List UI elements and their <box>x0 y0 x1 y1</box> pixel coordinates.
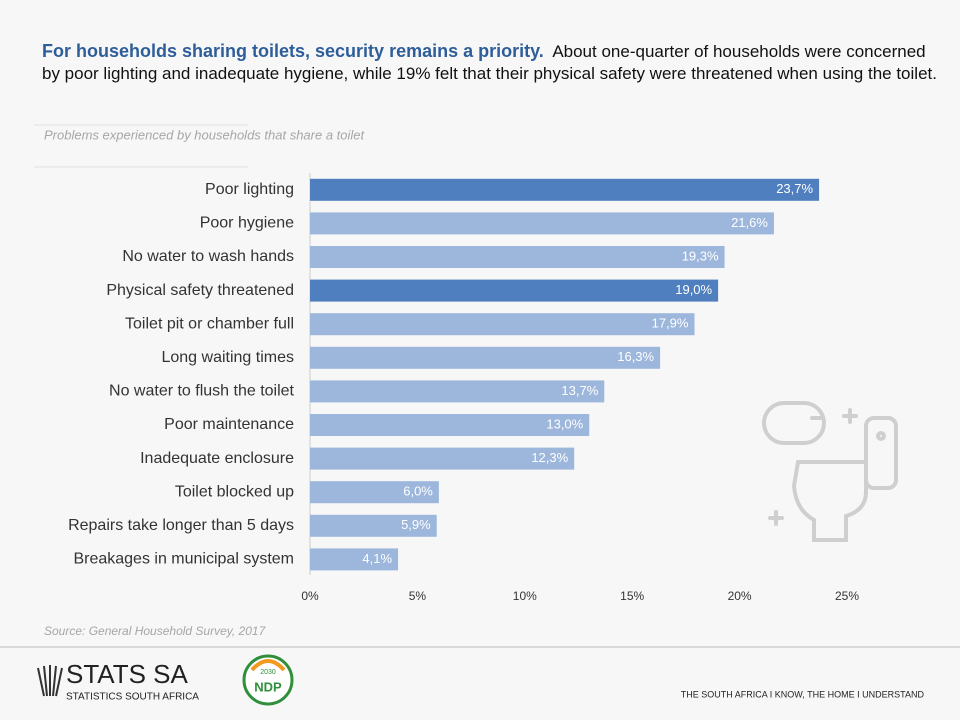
x-tick-label: 25% <box>835 589 859 603</box>
bar <box>310 313 695 336</box>
slogan: THE SOUTH AFRICA I KNOW, THE HOME I UNDE… <box>681 689 925 699</box>
value-label: 23,7% <box>776 181 813 196</box>
category-label: Physical safety threatened <box>106 282 294 299</box>
value-label: 13,0% <box>546 416 583 431</box>
bar <box>310 414 590 436</box>
source: Source: General Household Survey, 2017 <box>44 624 267 638</box>
category-label: Toilet pit or chamber full <box>125 315 294 332</box>
category-label: Repairs take longer than 5 days <box>68 517 294 534</box>
headline: For households sharing toilets, security… <box>42 41 544 61</box>
x-tick-label: 10% <box>513 589 537 603</box>
category-label: Poor lighting <box>205 181 294 198</box>
bar <box>310 346 661 369</box>
bar <box>310 380 605 403</box>
value-label: 17,9% <box>652 316 689 331</box>
chart-subtitle: Problems experienced by households that … <box>44 127 366 142</box>
category-label: No water to wash hands <box>122 248 294 265</box>
category-label: Breakages in municipal system <box>73 551 294 568</box>
value-label: 5,9% <box>401 517 431 532</box>
category-label: No water to flush the toilet <box>109 383 295 400</box>
bar <box>310 178 820 201</box>
value-label: 12,3% <box>531 450 568 465</box>
bar <box>310 481 439 504</box>
bar <box>310 279 719 302</box>
bar <box>310 246 725 268</box>
toilet-icon <box>762 401 898 542</box>
logo-subtitle: STATISTICS SOUTH AFRICA <box>66 692 199 703</box>
value-label: 19,3% <box>682 248 719 263</box>
bar <box>310 447 575 470</box>
ndp-year: 2030 <box>260 669 276 676</box>
description: About one-quarter of households were con… <box>42 42 937 83</box>
ndp: NDP <box>254 679 282 694</box>
x-tick-label: 15% <box>620 589 644 603</box>
category-label: Poor hygiene <box>200 215 294 232</box>
stats-sa-emblem <box>37 665 63 697</box>
logo: STATS SA <box>66 659 188 689</box>
value-label: 19,0% <box>675 282 712 297</box>
ndp-logo <box>242 654 294 706</box>
x-tick-label: 5% <box>409 589 427 603</box>
x-tick-label: 0% <box>301 589 319 603</box>
category-label: Poor maintenance <box>164 416 294 433</box>
bar <box>310 514 437 537</box>
category-label: Toilet blocked up <box>175 483 294 500</box>
bar <box>310 548 399 571</box>
value-label: 4,1% <box>362 551 392 566</box>
x-tick-label: 20% <box>728 589 752 603</box>
value-label: 13,7% <box>561 383 598 398</box>
value-label: 16,3% <box>617 349 654 364</box>
bar <box>310 212 774 235</box>
headline-block: For households sharing toilets, security… <box>42 40 942 85</box>
category-label: Long waiting times <box>161 349 294 366</box>
value-label: 21,6% <box>731 215 768 230</box>
category-label: Inadequate enclosure <box>140 450 294 467</box>
value-label: 6,0% <box>403 484 433 499</box>
